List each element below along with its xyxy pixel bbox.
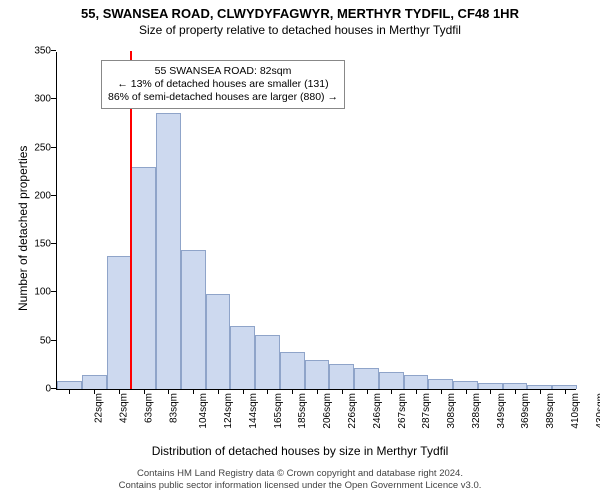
x-tick-mark [193, 389, 194, 394]
y-tick-mark [51, 147, 56, 148]
x-tick-mark [243, 389, 244, 394]
histogram-bar [82, 375, 107, 389]
histogram-bar [255, 335, 280, 389]
y-tick-label: 150 [34, 239, 57, 250]
x-tick-mark [144, 389, 145, 394]
x-axis-label: Distribution of detached houses by size … [0, 444, 600, 458]
y-tick-label: 0 [45, 384, 57, 395]
y-tick-mark [51, 340, 56, 341]
x-tick-mark [292, 389, 293, 394]
x-tick-mark [267, 389, 268, 394]
x-tick-label: 246sqm [372, 393, 383, 429]
x-tick-mark [69, 389, 70, 394]
x-tick-mark [490, 389, 491, 394]
x-tick-label: 369sqm [520, 393, 531, 429]
x-tick-label: 124sqm [223, 393, 234, 429]
x-tick-mark [540, 389, 541, 394]
histogram-bar [280, 352, 305, 389]
histogram-bar [404, 375, 429, 389]
y-tick-label: 250 [34, 142, 57, 153]
x-tick-label: 104sqm [199, 393, 210, 429]
histogram-bar [57, 381, 82, 389]
x-tick-label: 389sqm [545, 393, 556, 429]
histogram-bar [107, 256, 132, 389]
histogram-bar [354, 368, 379, 389]
x-tick-label: 410sqm [570, 393, 581, 429]
histogram-bar [156, 113, 181, 389]
x-tick-mark [441, 389, 442, 394]
y-tick-mark [51, 388, 56, 389]
x-tick-label: 267sqm [397, 393, 408, 429]
x-tick-label: 430sqm [595, 393, 600, 429]
x-tick-mark [416, 389, 417, 394]
y-tick-mark [51, 291, 56, 292]
x-tick-mark [218, 389, 219, 394]
x-tick-mark [565, 389, 566, 394]
histogram-bar [428, 379, 453, 389]
y-axis-label: Number of detached properties [16, 146, 30, 311]
histogram-bar [305, 360, 330, 389]
callout-line-2: ← 13% of detached houses are smaller (13… [108, 78, 338, 91]
x-tick-mark [391, 389, 392, 394]
histogram-bar [230, 326, 255, 389]
callout-line-3: 86% of semi-detached houses are larger (… [108, 91, 338, 104]
x-tick-label: 165sqm [273, 393, 284, 429]
y-tick-mark [51, 195, 56, 196]
x-tick-mark [94, 389, 95, 394]
histogram-bar [206, 294, 231, 389]
callout-line-1: 55 SWANSEA ROAD: 82sqm [108, 65, 338, 78]
y-tick-label: 350 [34, 46, 57, 57]
x-tick-label: 226sqm [347, 393, 358, 429]
x-tick-mark [317, 389, 318, 394]
x-tick-label: 83sqm [168, 393, 179, 423]
x-tick-mark [515, 389, 516, 394]
y-tick-label: 200 [34, 190, 57, 201]
x-tick-label: 206sqm [322, 393, 333, 429]
x-tick-label: 349sqm [496, 393, 507, 429]
x-tick-label: 22sqm [94, 393, 105, 423]
credits: Contains HM Land Registry data © Crown c… [0, 468, 600, 492]
x-tick-label: 42sqm [119, 393, 130, 423]
x-tick-mark [466, 389, 467, 394]
x-tick-mark [367, 389, 368, 394]
x-tick-label: 287sqm [421, 393, 432, 429]
credits-line-2: Contains public sector information licen… [0, 480, 600, 492]
x-tick-mark [342, 389, 343, 394]
chart-title: 55, SWANSEA ROAD, CLWYDYFAGWYR, MERTHYR … [0, 6, 600, 21]
y-tick-label: 50 [40, 335, 57, 346]
y-tick-mark [51, 243, 56, 244]
x-tick-label: 328sqm [471, 393, 482, 429]
y-tick-mark [51, 50, 56, 51]
histogram-bar [453, 381, 478, 389]
x-tick-label: 308sqm [446, 393, 457, 429]
x-tick-label: 185sqm [298, 393, 309, 429]
x-tick-mark [119, 389, 120, 394]
histogram-bar [379, 372, 404, 389]
histogram-bar [181, 250, 206, 389]
y-tick-label: 300 [34, 94, 57, 105]
histogram-bar [329, 364, 354, 389]
x-tick-label: 144sqm [248, 393, 259, 429]
x-tick-label: 63sqm [143, 393, 154, 423]
x-tick-mark [168, 389, 169, 394]
y-tick-mark [51, 98, 56, 99]
callout-box: 55 SWANSEA ROAD: 82sqm ← 13% of detached… [101, 60, 345, 109]
chart-container: 55, SWANSEA ROAD, CLWYDYFAGWYR, MERTHYR … [0, 0, 600, 500]
y-tick-label: 100 [34, 287, 57, 298]
chart-subtitle: Size of property relative to detached ho… [0, 23, 600, 37]
histogram-bar [131, 167, 156, 389]
credits-line-1: Contains HM Land Registry data © Crown c… [0, 468, 600, 480]
